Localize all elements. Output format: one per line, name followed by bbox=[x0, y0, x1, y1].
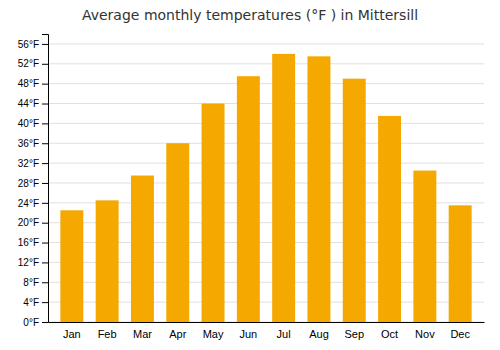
y-tick-mark bbox=[42, 64, 48, 65]
y-tick-mark bbox=[42, 44, 48, 45]
chart-svg: Average monthly temperatures (°F ) in Mi… bbox=[0, 0, 500, 350]
bar bbox=[307, 56, 330, 322]
x-axis-line bbox=[49, 322, 485, 323]
bar bbox=[378, 116, 401, 322]
y-tick-mark bbox=[42, 282, 48, 283]
y-tick-label: 8°F bbox=[23, 277, 39, 288]
x-tick-label: Feb bbox=[98, 328, 117, 340]
bar bbox=[413, 171, 436, 322]
bar bbox=[272, 54, 295, 322]
y-tick-label: 4°F bbox=[23, 297, 39, 308]
y-axis-line bbox=[42, 35, 49, 323]
y-tick: 28°F bbox=[18, 178, 48, 189]
x-tick: Nov bbox=[415, 322, 435, 340]
y-tick: 0°F bbox=[23, 317, 48, 328]
y-tick: 40°F bbox=[18, 118, 48, 129]
y-tick-label: 12°F bbox=[18, 257, 39, 268]
x-tick-label: Oct bbox=[381, 328, 398, 340]
x-tick-label: Dec bbox=[450, 328, 470, 340]
x-tick: Jul bbox=[277, 322, 291, 340]
x-tick-label: May bbox=[203, 328, 224, 340]
bar bbox=[202, 104, 225, 322]
y-tick: 32°F bbox=[18, 158, 48, 169]
y-tick-label: 52°F bbox=[18, 58, 39, 69]
y-tick-mark bbox=[42, 203, 48, 204]
chart-container: Average monthly temperatures (°F ) in Mi… bbox=[0, 0, 500, 350]
y-tick-label: 28°F bbox=[18, 178, 39, 189]
y-tick-mark bbox=[42, 302, 48, 303]
bar bbox=[131, 176, 154, 322]
grid-line bbox=[48, 143, 484, 144]
grid-line bbox=[48, 83, 484, 84]
y-tick: 52°F bbox=[18, 58, 48, 69]
x-tick-label: Apr bbox=[169, 328, 186, 340]
y-tick: 36°F bbox=[18, 138, 48, 149]
x-tick: Dec bbox=[450, 322, 470, 340]
y-tick-mark bbox=[42, 262, 48, 263]
y-tick-mark bbox=[42, 123, 48, 124]
y-tick: 12°F bbox=[18, 257, 48, 268]
y-tick-label: 40°F bbox=[18, 118, 39, 129]
bar bbox=[96, 200, 119, 322]
y-tick-mark bbox=[42, 183, 48, 184]
x-tick: Jan bbox=[63, 322, 81, 340]
y-tick: 4°F bbox=[23, 297, 48, 308]
y-tick-label: 32°F bbox=[18, 158, 39, 169]
grid-line bbox=[48, 123, 484, 124]
y-tick-label: 36°F bbox=[18, 138, 39, 149]
x-tick: Feb bbox=[98, 322, 117, 340]
x-tick: Apr bbox=[169, 322, 186, 340]
y-tick: 16°F bbox=[18, 237, 48, 248]
x-tick-label: Mar bbox=[133, 328, 152, 340]
y-tick-label: 0°F bbox=[23, 317, 39, 328]
x-tick: Sep bbox=[344, 322, 364, 340]
bar bbox=[343, 79, 366, 322]
bar bbox=[166, 143, 189, 322]
chart-title: Average monthly temperatures (°F ) in Mi… bbox=[82, 7, 418, 23]
grid-line bbox=[48, 63, 484, 64]
y-tick-mark bbox=[42, 322, 48, 323]
x-tick-label: Jun bbox=[239, 328, 257, 340]
y-tick-label: 48°F bbox=[18, 78, 39, 89]
x-axis: Jan Feb Mar Apr May Jun Jul Aug Sep Oct Nov Dec bbox=[49, 322, 485, 340]
y-tick-mark bbox=[42, 143, 48, 144]
x-tick: May bbox=[203, 322, 224, 340]
x-tick-label: Jan bbox=[63, 328, 81, 340]
x-tick-label: Sep bbox=[344, 328, 364, 340]
y-tick-label: 24°F bbox=[18, 198, 39, 209]
grid-line bbox=[48, 43, 484, 44]
y-tick-label: 56°F bbox=[18, 39, 39, 50]
x-tick: Jun bbox=[239, 322, 257, 340]
x-tick-label: Aug bbox=[309, 328, 329, 340]
x-tick-label: Jul bbox=[277, 328, 291, 340]
y-tick-label: 44°F bbox=[18, 98, 39, 109]
bar bbox=[60, 210, 83, 322]
x-tick: Aug bbox=[309, 322, 329, 340]
y-tick-mark bbox=[42, 243, 48, 244]
plot-area bbox=[60, 54, 471, 322]
y-axis: 0°F 4°F 8°F 12°F 16°F 20°F 24°F 28°F 32°F 36°F 40°… bbox=[18, 35, 49, 328]
grid-line bbox=[48, 163, 484, 164]
y-tick: 24°F bbox=[18, 198, 48, 209]
bar bbox=[237, 76, 260, 322]
y-tick-mark bbox=[42, 163, 48, 164]
y-tick-mark bbox=[42, 84, 48, 85]
y-tick-label: 20°F bbox=[18, 217, 39, 228]
y-tick: 44°F bbox=[18, 98, 48, 109]
x-tick-label: Nov bbox=[415, 328, 435, 340]
y-tick: 20°F bbox=[18, 217, 48, 228]
y-tick: 56°F bbox=[18, 39, 48, 50]
y-tick-mark bbox=[42, 104, 48, 105]
grid-line bbox=[48, 103, 484, 104]
y-tick-mark bbox=[42, 223, 48, 224]
x-tick: Mar bbox=[133, 322, 152, 340]
x-tick: Oct bbox=[381, 322, 398, 340]
grid bbox=[48, 44, 484, 322]
y-tick-label: 16°F bbox=[18, 237, 39, 248]
y-tick: 48°F bbox=[18, 78, 48, 89]
bar bbox=[449, 205, 472, 322]
y-tick: 8°F bbox=[23, 277, 48, 288]
